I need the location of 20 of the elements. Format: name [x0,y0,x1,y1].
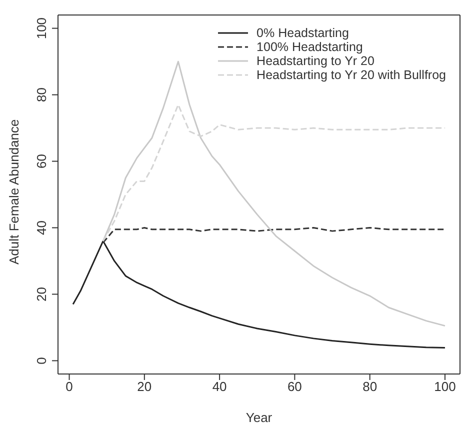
x-tick-label: 100 [434,379,456,394]
y-tick-label: 20 [34,286,49,302]
x-tick-label: 60 [287,379,302,394]
y-tick-label: 100 [34,17,49,40]
y-tick-label: 0 [34,357,49,364]
legend-label: Headstarting to Yr 20 with Bullfrog [256,68,446,82]
x-axis-title: Year [246,410,273,425]
legend-label: 100% Headstarting [256,40,363,54]
line-series [72,240,446,348]
y-tick-label: 60 [34,154,49,168]
x-tick-label: 80 [362,379,378,394]
y-axis-title: Adult Female Abundance [6,119,22,264]
y-tick-label: 80 [34,88,49,102]
x-tick-label: 40 [212,379,227,394]
line-series [102,226,446,244]
legend-label: Headstarting to Yr 20 [256,54,374,68]
x-tick-label: 0 [66,379,73,394]
legend-label: 0% Headstarting [256,26,349,40]
x-tick-label: 20 [137,379,152,394]
y-tick-label: 40 [34,220,49,235]
